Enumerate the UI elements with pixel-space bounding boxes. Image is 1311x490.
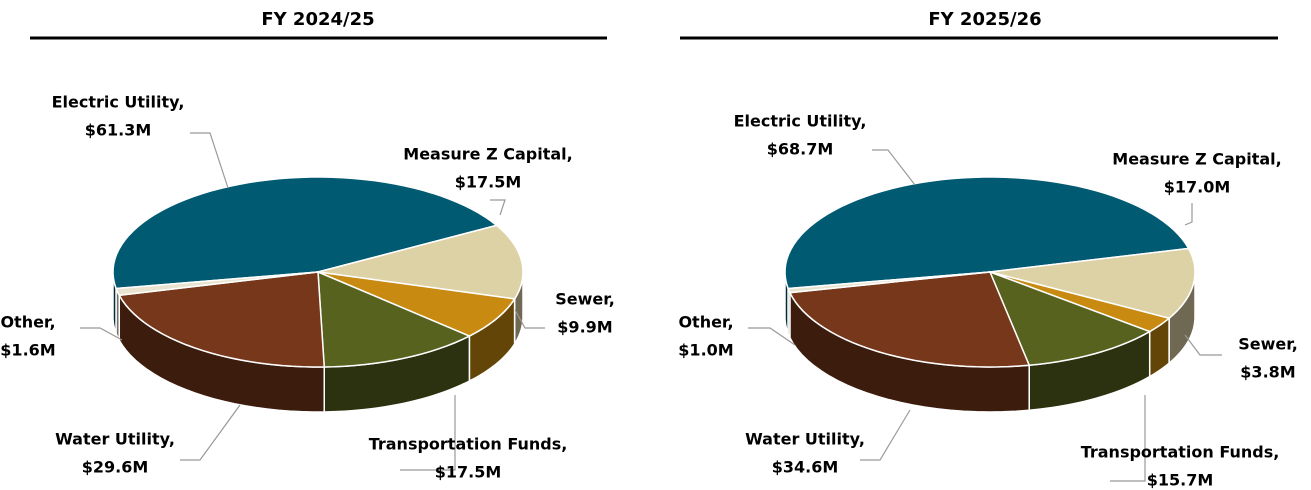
pie-chart: Electric Utility, $61.3M Measure Z Capital… xyxy=(0,93,615,482)
slice-side xyxy=(115,288,121,341)
leader-line xyxy=(1110,395,1146,482)
value-label: $1.6M xyxy=(0,341,55,360)
chart-title: FY 2025/26 xyxy=(928,9,1041,30)
leader-line xyxy=(1184,203,1193,226)
leader-line xyxy=(748,327,796,346)
value-label: $17.0M xyxy=(1164,178,1231,197)
chart-title: FY 2024/25 xyxy=(261,9,374,30)
leader-line xyxy=(872,149,916,186)
slice-label: Electric Utility, xyxy=(734,112,867,131)
slice-label: Other, xyxy=(678,313,733,332)
leader-line xyxy=(490,199,506,216)
slice-label: Measure Z Capital, xyxy=(1112,150,1281,169)
leader-line xyxy=(860,409,911,461)
value-label: $3.8M xyxy=(1240,363,1295,382)
leader-line xyxy=(514,309,545,329)
slice xyxy=(989,247,1196,320)
slice-side xyxy=(787,288,791,338)
slice-label: Measure Z Capital, xyxy=(403,145,572,164)
value-label: $17.5M xyxy=(455,173,522,192)
leader-line xyxy=(190,132,229,189)
value-label: $17.5M xyxy=(435,463,502,482)
value-label: $34.6M xyxy=(772,458,839,477)
slice-label: Other, xyxy=(0,313,55,332)
slice-label: Transportation Funds, xyxy=(369,435,568,454)
slice-label: Sewer, xyxy=(555,290,615,309)
slice-label: Sewer, xyxy=(1238,335,1298,354)
value-label: $9.9M xyxy=(557,318,612,337)
value-label: $68.7M xyxy=(767,140,834,159)
slice xyxy=(788,271,1031,368)
value-label: $1.0M xyxy=(678,341,733,360)
leader-line xyxy=(80,327,123,341)
slice-label: Electric Utility, xyxy=(52,93,185,112)
slice-label: Transportation Funds, xyxy=(1081,443,1280,462)
slice xyxy=(317,270,472,368)
slice xyxy=(118,271,326,368)
slice xyxy=(115,271,319,297)
slice xyxy=(317,224,524,300)
slice xyxy=(784,176,1190,290)
leader-line xyxy=(180,404,241,461)
pie-chart: Electric Utility, $68.7M Measure Z Capital… xyxy=(678,112,1298,490)
slice-label: Water Utility, xyxy=(55,430,175,449)
slice xyxy=(112,176,499,290)
slice xyxy=(988,270,1152,367)
value-label: $29.6M xyxy=(82,458,149,477)
value-label: $61.3M xyxy=(85,121,152,140)
slice-label: Water Utility, xyxy=(745,430,865,449)
slice xyxy=(787,271,991,294)
value-label: $15.7M xyxy=(1147,471,1214,490)
slice xyxy=(317,271,516,337)
leader-line xyxy=(400,395,456,471)
leader-line xyxy=(1184,334,1222,356)
